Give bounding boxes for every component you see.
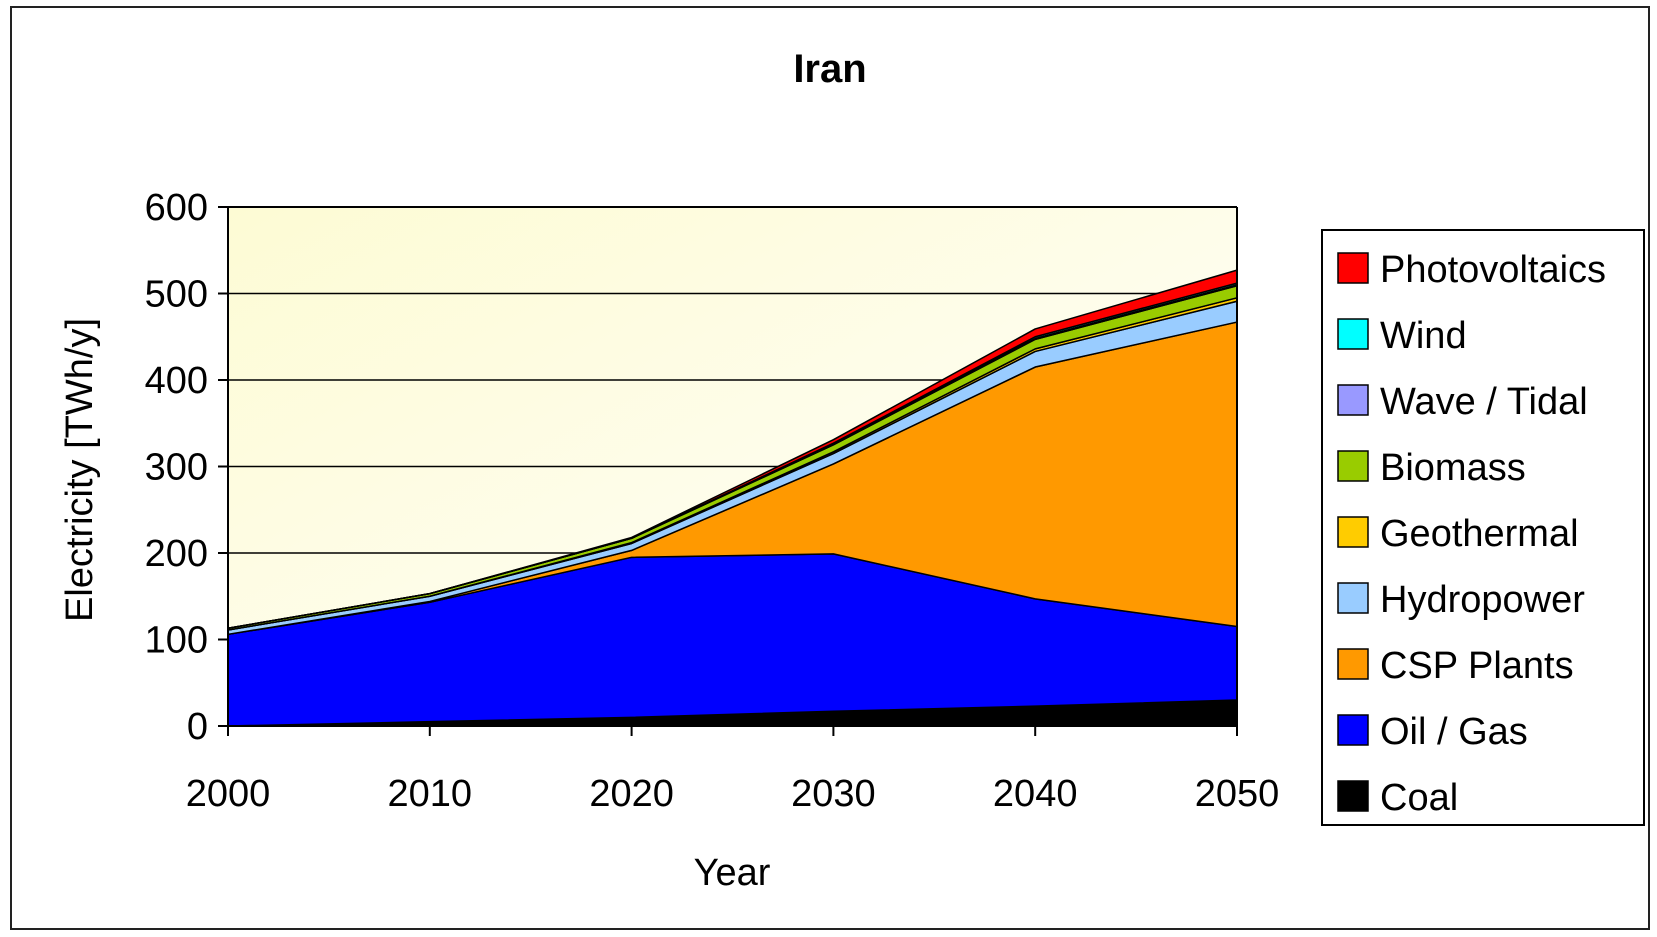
legend-label-hydropower: Hydropower [1380,579,1585,621]
y-tick-label: 600 [145,187,208,229]
legend-label-photovoltaics: Photovoltaics [1380,249,1606,291]
y-axis-label: Electricity [TWh/y] [59,318,101,622]
y-tick-label: 0 [187,706,208,748]
legend-label-wave-tidal: Wave / Tidal [1380,381,1588,423]
stacked-areas [227,269,1238,727]
legend-swatch-wave-tidal [1337,384,1369,416]
chart-title: Iran [793,47,866,91]
legend-swatch-geothermal [1337,516,1369,548]
y-tick-label: 100 [145,620,208,662]
y-tick-label: 200 [145,533,208,575]
legend-swatch-hydropower [1337,582,1369,614]
legend-label-csp-plants: CSP Plants [1380,645,1574,687]
legend-label-oil-gas: Oil / Gas [1380,711,1528,753]
x-tick-label: 2010 [388,773,473,815]
x-tick-label: 2050 [1195,773,1280,815]
x-tick-label: 2020 [589,773,674,815]
legend-box [1321,229,1645,826]
y-tick-label: 300 [145,447,208,489]
legend-swatch-csp-plants [1337,648,1369,680]
legend: Photovoltaics Wind Wave / Tidal Biomass Geot… [1321,229,1645,826]
y-tick-label: 400 [145,360,208,402]
legend-label-biomass: Biomass [1380,447,1526,489]
legend-swatch-coal [1337,780,1369,812]
x-tick-label: 2030 [791,773,876,815]
legend-label-wind: Wind [1380,315,1467,357]
x-tick-label: 2040 [993,773,1078,815]
axes [218,206,1238,736]
legend-swatch-wind [1337,318,1369,350]
x-tick-label: 2000 [186,773,271,815]
legend-swatch-oil-gas [1337,714,1369,746]
x-axis-label: Year [694,852,771,894]
legend-label-coal: Coal [1380,777,1458,819]
legend-swatch-biomass [1337,450,1369,482]
legend-label-geothermal: Geothermal [1380,513,1579,555]
y-tick-labels: 0 100 200 300 400 500 600 [145,187,208,748]
x-tick-labels: 2000 2010 2020 2030 2040 2050 [186,773,1280,815]
y-tick-label: 500 [145,274,208,316]
legend-swatch-photovoltaics [1337,252,1369,284]
